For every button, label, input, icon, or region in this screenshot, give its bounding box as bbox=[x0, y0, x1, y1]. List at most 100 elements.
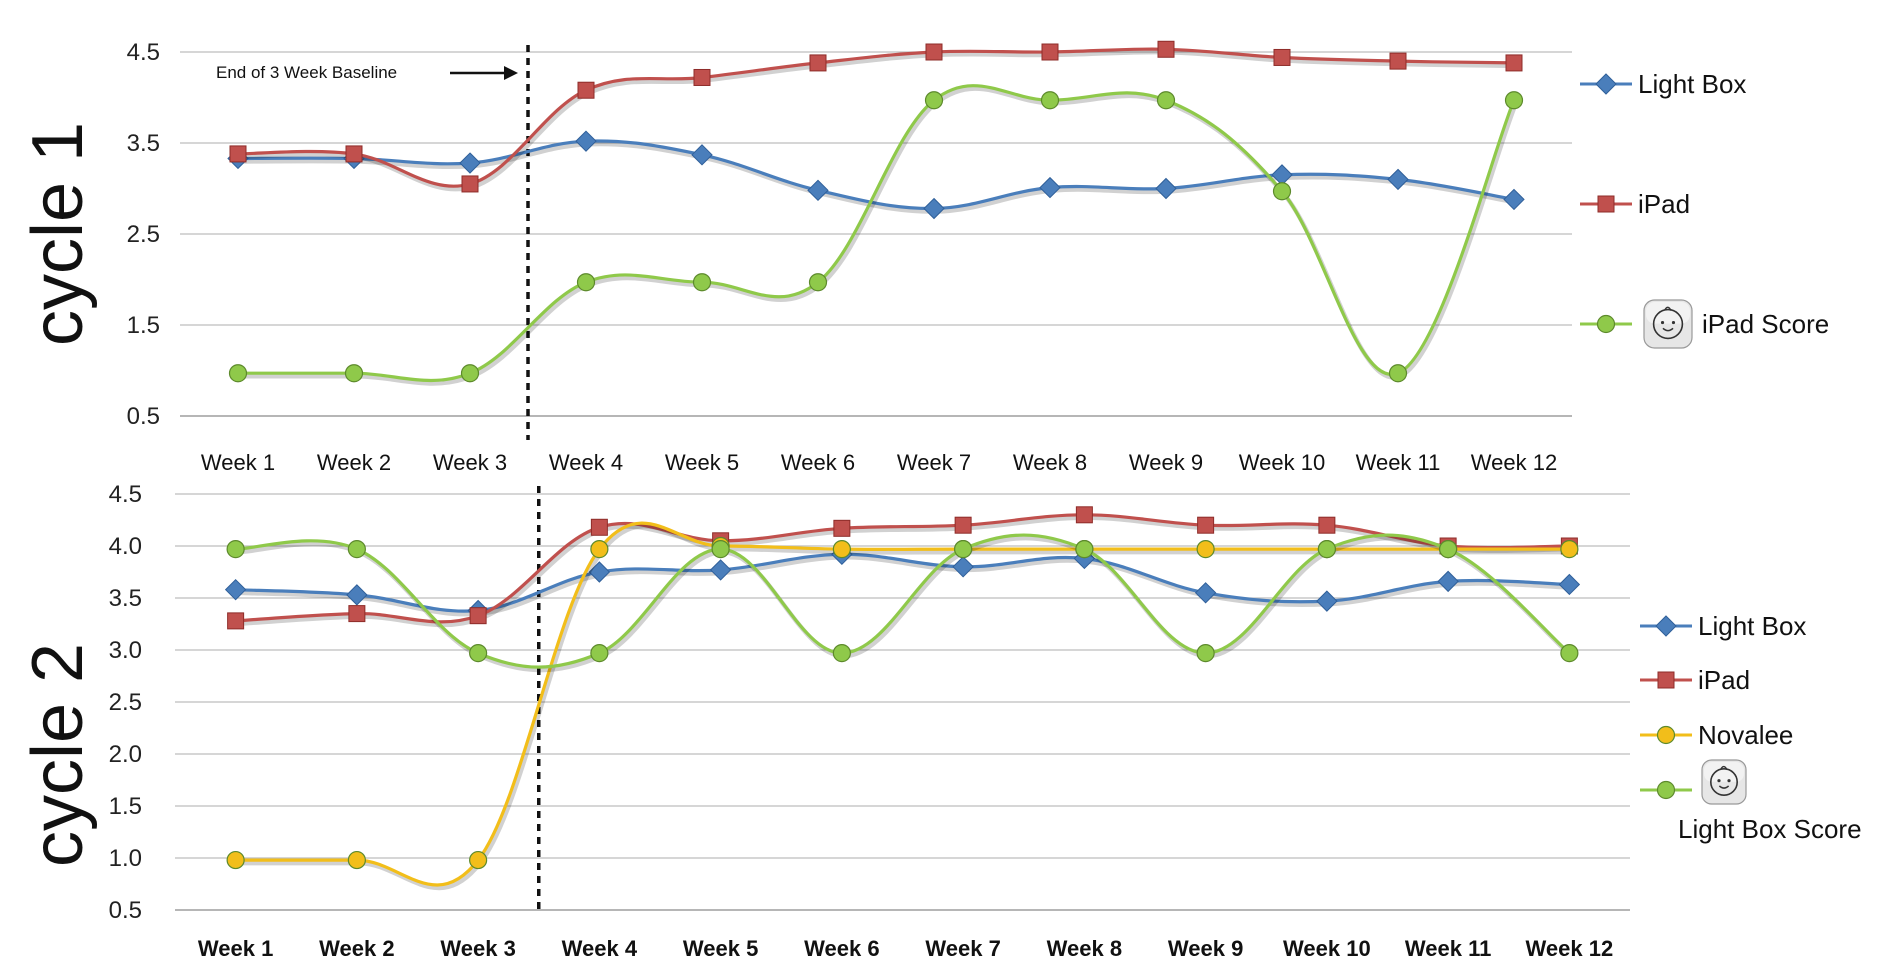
point-light-box bbox=[346, 584, 368, 606]
point-light-box-score bbox=[832, 644, 851, 663]
x-tick-label: Week 1 bbox=[201, 450, 275, 475]
point-ipad bbox=[577, 81, 595, 99]
series-line-shadow bbox=[237, 523, 1572, 891]
point-light-box-score bbox=[1075, 540, 1094, 559]
point-ipad bbox=[1273, 48, 1291, 66]
point-ipad-score bbox=[1156, 91, 1176, 110]
x-tick-label: Week 5 bbox=[683, 936, 758, 960]
point-ipad bbox=[461, 175, 479, 193]
point-ipad bbox=[1389, 52, 1407, 70]
series-line-ipad bbox=[235, 513, 1570, 624]
legend-item-light-box: Light Box bbox=[1640, 611, 1806, 641]
point-ipad bbox=[954, 516, 972, 534]
point-light-box bbox=[588, 561, 611, 583]
series-light-box bbox=[227, 130, 1525, 220]
point-light-box-score bbox=[347, 540, 366, 559]
x-tick-label: Week 10 bbox=[1283, 936, 1371, 960]
point-light-box-score bbox=[226, 540, 245, 559]
x-tick-label: Week 11 bbox=[1356, 450, 1441, 475]
series-light-box bbox=[224, 543, 1581, 622]
y-tick-label: 0.5 bbox=[127, 403, 160, 430]
panel-label: cycle 2 bbox=[18, 643, 98, 867]
point-ipad-score bbox=[576, 273, 596, 292]
point-light-box-score bbox=[1560, 644, 1579, 663]
legend-label: iPad Score bbox=[1702, 309, 1829, 339]
legend-label: Novalee bbox=[1698, 720, 1793, 750]
x-tick-label: Week 6 bbox=[781, 450, 855, 475]
point-light-box-score bbox=[954, 540, 973, 559]
baby-face-icon bbox=[1643, 299, 1693, 349]
point-light-box bbox=[575, 130, 597, 152]
legend-label: iPad bbox=[1638, 189, 1690, 219]
cycle-1-panel: cycle 1 0.5 1.5 2.5 3.5 4.5 Week 1 Week 2 Week 3… bbox=[18, 39, 1829, 475]
point-ipad bbox=[1197, 516, 1215, 534]
point-light-box-score bbox=[1196, 644, 1215, 663]
point-light-box bbox=[1437, 570, 1459, 593]
point-ipad bbox=[809, 54, 827, 72]
y-tick-label: 4.0 bbox=[109, 533, 142, 560]
baseline-annotation: End of 3 Week Baseline bbox=[216, 63, 397, 82]
point-light-box bbox=[952, 556, 974, 578]
point-light-box bbox=[709, 559, 732, 581]
legend-item-ipad: iPad bbox=[1580, 189, 1690, 219]
point-ipad-score bbox=[1388, 364, 1408, 383]
x-tick-label: Week 4 bbox=[549, 450, 623, 475]
legend-swatch-marker bbox=[1655, 615, 1677, 637]
point-ipad bbox=[1318, 516, 1336, 534]
y-tick-label: 3.5 bbox=[127, 130, 160, 157]
point-light-box bbox=[459, 152, 481, 174]
series-ipad bbox=[229, 40, 1523, 193]
panel-label: cycle 1 bbox=[18, 122, 98, 346]
series-light-box-score bbox=[226, 533, 1579, 673]
legend-label: Light Box bbox=[1698, 611, 1806, 641]
point-ipad-score bbox=[924, 91, 944, 110]
point-ipad-score bbox=[692, 273, 712, 292]
legend-label: Light Box bbox=[1638, 69, 1746, 99]
legend-label: Light Box Score bbox=[1678, 814, 1862, 844]
legend-item-light-box-score: Light Box Score bbox=[1640, 759, 1862, 844]
point-light-box bbox=[691, 144, 713, 166]
point-novalee bbox=[832, 540, 851, 559]
point-light-box bbox=[807, 179, 829, 202]
legend-swatch-marker bbox=[1656, 725, 1676, 745]
x-tick-label: Week 6 bbox=[804, 936, 879, 960]
series-novalee bbox=[226, 521, 1579, 891]
point-light-box-score bbox=[711, 540, 730, 559]
point-ipad bbox=[693, 68, 711, 86]
legend-item-light-box: Light Box bbox=[1580, 69, 1746, 99]
y-tick-label: 4.5 bbox=[109, 481, 142, 508]
y-tick-label: 3.0 bbox=[109, 637, 142, 664]
point-ipad bbox=[1075, 506, 1093, 524]
point-ipad-score bbox=[1272, 182, 1292, 201]
y-tick-label: 3.5 bbox=[109, 585, 142, 612]
legend-swatch-marker bbox=[1656, 780, 1676, 800]
point-light-box bbox=[1558, 573, 1581, 596]
point-ipad bbox=[925, 43, 943, 61]
point-novalee bbox=[469, 850, 488, 870]
legend-swatch-marker bbox=[1595, 73, 1617, 95]
legend-item-ipad: iPad bbox=[1640, 665, 1750, 695]
x-tick-label: Week 8 bbox=[1047, 936, 1122, 960]
point-light-box-score bbox=[1439, 540, 1458, 559]
series-line-shadow bbox=[239, 49, 1517, 192]
series-line-light-box-score bbox=[235, 533, 1571, 669]
point-novalee bbox=[226, 850, 245, 870]
point-ipad-score bbox=[1040, 91, 1060, 110]
point-light-box-score bbox=[1317, 540, 1336, 559]
point-light-box-score bbox=[590, 644, 609, 663]
y-tick-label: 0.5 bbox=[109, 897, 142, 924]
point-ipad bbox=[227, 612, 245, 630]
legend-swatch-marker bbox=[1596, 314, 1616, 334]
point-ipad bbox=[345, 145, 363, 163]
y-tick-label: 1.0 bbox=[109, 845, 142, 872]
point-ipad bbox=[229, 145, 247, 163]
series-line-shadow bbox=[240, 86, 1519, 386]
point-ipad bbox=[348, 605, 366, 623]
y-tick-label: 2.0 bbox=[109, 741, 142, 768]
legend-item-novalee: Novalee bbox=[1640, 720, 1793, 750]
point-light-box bbox=[923, 197, 945, 220]
point-light-box bbox=[1387, 168, 1409, 191]
point-ipad bbox=[833, 519, 851, 537]
point-light-box bbox=[1316, 590, 1338, 612]
